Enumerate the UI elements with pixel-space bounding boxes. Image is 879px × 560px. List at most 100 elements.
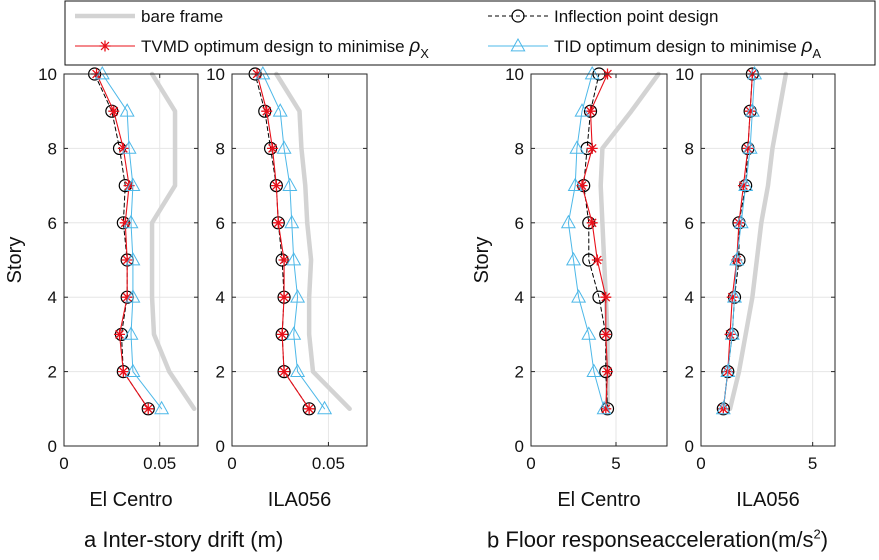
legend-label-inflection: Inflection point design bbox=[554, 7, 718, 26]
caption-b: b Floor responseacceleration(m/s2) bbox=[487, 527, 828, 553]
figure: 0 2 4 6 8 10 0 0.05 El Centro Story 0 2 4 6 8 10 0 0.05 IL… bbox=[4, 0, 876, 511]
data-point-tid bbox=[290, 363, 306, 377]
data-point-tvmd bbox=[278, 254, 290, 266]
data-point-tvmd bbox=[108, 105, 120, 117]
axes-box bbox=[700, 73, 836, 447]
panel-drift-elcentro: 0 2 4 6 8 10 0 0.05 El Centro Story bbox=[4, 65, 199, 511]
x-axis-label: El Centro bbox=[557, 489, 640, 511]
data-point-tvmd bbox=[733, 217, 745, 229]
series-line-tvmd bbox=[95, 73, 149, 410]
series-tvmd bbox=[251, 68, 315, 415]
y-tick-label: 0 bbox=[216, 437, 225, 456]
y-tick-label: 2 bbox=[515, 363, 524, 382]
data-point-tid bbox=[125, 289, 141, 303]
data-point-tvmd bbox=[726, 291, 738, 303]
data-point-inflection bbox=[302, 402, 316, 416]
panel-drift-ila056: 0 2 4 6 8 10 0 0.05 ILA056 bbox=[206, 65, 368, 511]
series-line-tvmd bbox=[581, 73, 609, 410]
series-tid bbox=[94, 65, 170, 415]
data-point-tid bbox=[286, 326, 302, 340]
data-point-tvmd bbox=[602, 366, 613, 378]
data-point-tid bbox=[125, 177, 141, 191]
data-point-tid bbox=[726, 289, 743, 303]
y-tick-label: 8 bbox=[685, 139, 694, 158]
series-line-bare bbox=[149, 71, 197, 412]
caption-a-letter: a bbox=[84, 527, 97, 552]
data-point-tid bbox=[125, 251, 141, 266]
legend-marker-tid bbox=[510, 37, 526, 52]
legend-item-bare: bare frame bbox=[75, 7, 223, 26]
data-point-tvmd bbox=[142, 403, 154, 415]
series-line-tid bbox=[567, 73, 605, 410]
data-point-tid bbox=[317, 400, 333, 415]
y-tick-label: 10 bbox=[38, 65, 57, 84]
series-line-tvmd bbox=[722, 73, 753, 410]
series-line-tid bbox=[262, 73, 326, 410]
data-point-tvmd bbox=[272, 217, 284, 229]
data-point-tid bbox=[742, 140, 758, 154]
data-point-tid bbox=[282, 177, 298, 191]
y-tick-label: 0 bbox=[515, 437, 524, 456]
y-tick-label: 6 bbox=[216, 214, 225, 233]
data-point-tid bbox=[565, 251, 582, 266]
data-point-tid bbox=[286, 251, 302, 266]
x-tick-label: 5 bbox=[808, 454, 817, 473]
data-point-tid bbox=[121, 140, 137, 154]
y-tick-label: 8 bbox=[48, 139, 57, 158]
series-line-bare bbox=[274, 71, 352, 412]
y-axis-label: Story bbox=[471, 237, 493, 284]
data-point-tid bbox=[123, 214, 139, 229]
caption-b-text: Floor responseacceleration(m/s2) bbox=[505, 527, 829, 553]
data-point-tvmd bbox=[600, 291, 612, 303]
data-point-tid bbox=[715, 400, 731, 415]
legend-item-tid: TID optimum design to minimise ρA bbox=[488, 36, 821, 61]
data-point-tvmd bbox=[121, 254, 133, 266]
x-tick-label: 5 bbox=[611, 454, 620, 473]
data-point-tid bbox=[154, 400, 170, 415]
data-point-tid bbox=[276, 140, 292, 154]
data-point-tvmd bbox=[585, 105, 596, 117]
series-line-bare bbox=[598, 71, 661, 412]
y-tick-label: 2 bbox=[685, 363, 694, 382]
data-point-tid bbox=[596, 400, 612, 415]
data-point-tvmd bbox=[724, 328, 736, 340]
series-bare bbox=[274, 71, 352, 412]
legend-item-tvmd: TVMD optimum design to minimise ρX bbox=[75, 36, 429, 61]
data-point-tvmd bbox=[261, 105, 273, 117]
data-point-tid bbox=[586, 363, 602, 377]
y-tick-label: 0 bbox=[48, 437, 57, 456]
data-point-tvmd bbox=[737, 180, 749, 192]
legend: bare frame Inflection point design TVMD op… bbox=[64, 0, 876, 66]
series-line-tid bbox=[722, 73, 756, 410]
data-point-tvmd bbox=[121, 291, 133, 303]
y-tick-label: 6 bbox=[515, 214, 524, 233]
data-point-tid bbox=[581, 326, 597, 340]
series-tvmd bbox=[576, 68, 613, 415]
data-point-tvmd bbox=[591, 254, 603, 266]
axes-box bbox=[231, 73, 368, 447]
data-point-tid bbox=[560, 214, 576, 229]
data-point-tvmd bbox=[114, 328, 126, 340]
data-point-tvmd bbox=[576, 180, 588, 192]
y-tick-label: 4 bbox=[216, 288, 225, 307]
data-point-tvmd bbox=[278, 291, 290, 303]
data-point-tvmd bbox=[267, 142, 278, 154]
x-axis-label: ILA056 bbox=[268, 489, 331, 511]
legend-marker-inflection bbox=[511, 9, 525, 23]
caption-a-text: Inter-story drift (m) bbox=[102, 527, 284, 552]
x-tick-label: 0 bbox=[227, 454, 236, 473]
data-point-tid bbox=[724, 326, 740, 340]
data-point-tid bbox=[729, 251, 745, 266]
data-point-tvmd bbox=[276, 328, 288, 340]
x-axis-label: ILA056 bbox=[736, 489, 799, 511]
data-point-tid bbox=[255, 65, 271, 80]
series-inflection bbox=[248, 67, 316, 416]
y-axis-label: Story bbox=[4, 237, 26, 284]
x-tick-label: 0.05 bbox=[143, 454, 176, 473]
legend-label-tvmd: TVMD optimum design to minimise ρX bbox=[141, 36, 429, 61]
data-point-tvmd bbox=[742, 142, 754, 154]
data-point-tid bbox=[744, 103, 760, 117]
x-tick-label: 0 bbox=[526, 454, 535, 473]
data-point-tvmd bbox=[600, 328, 612, 340]
y-tick-label: 6 bbox=[48, 214, 57, 233]
